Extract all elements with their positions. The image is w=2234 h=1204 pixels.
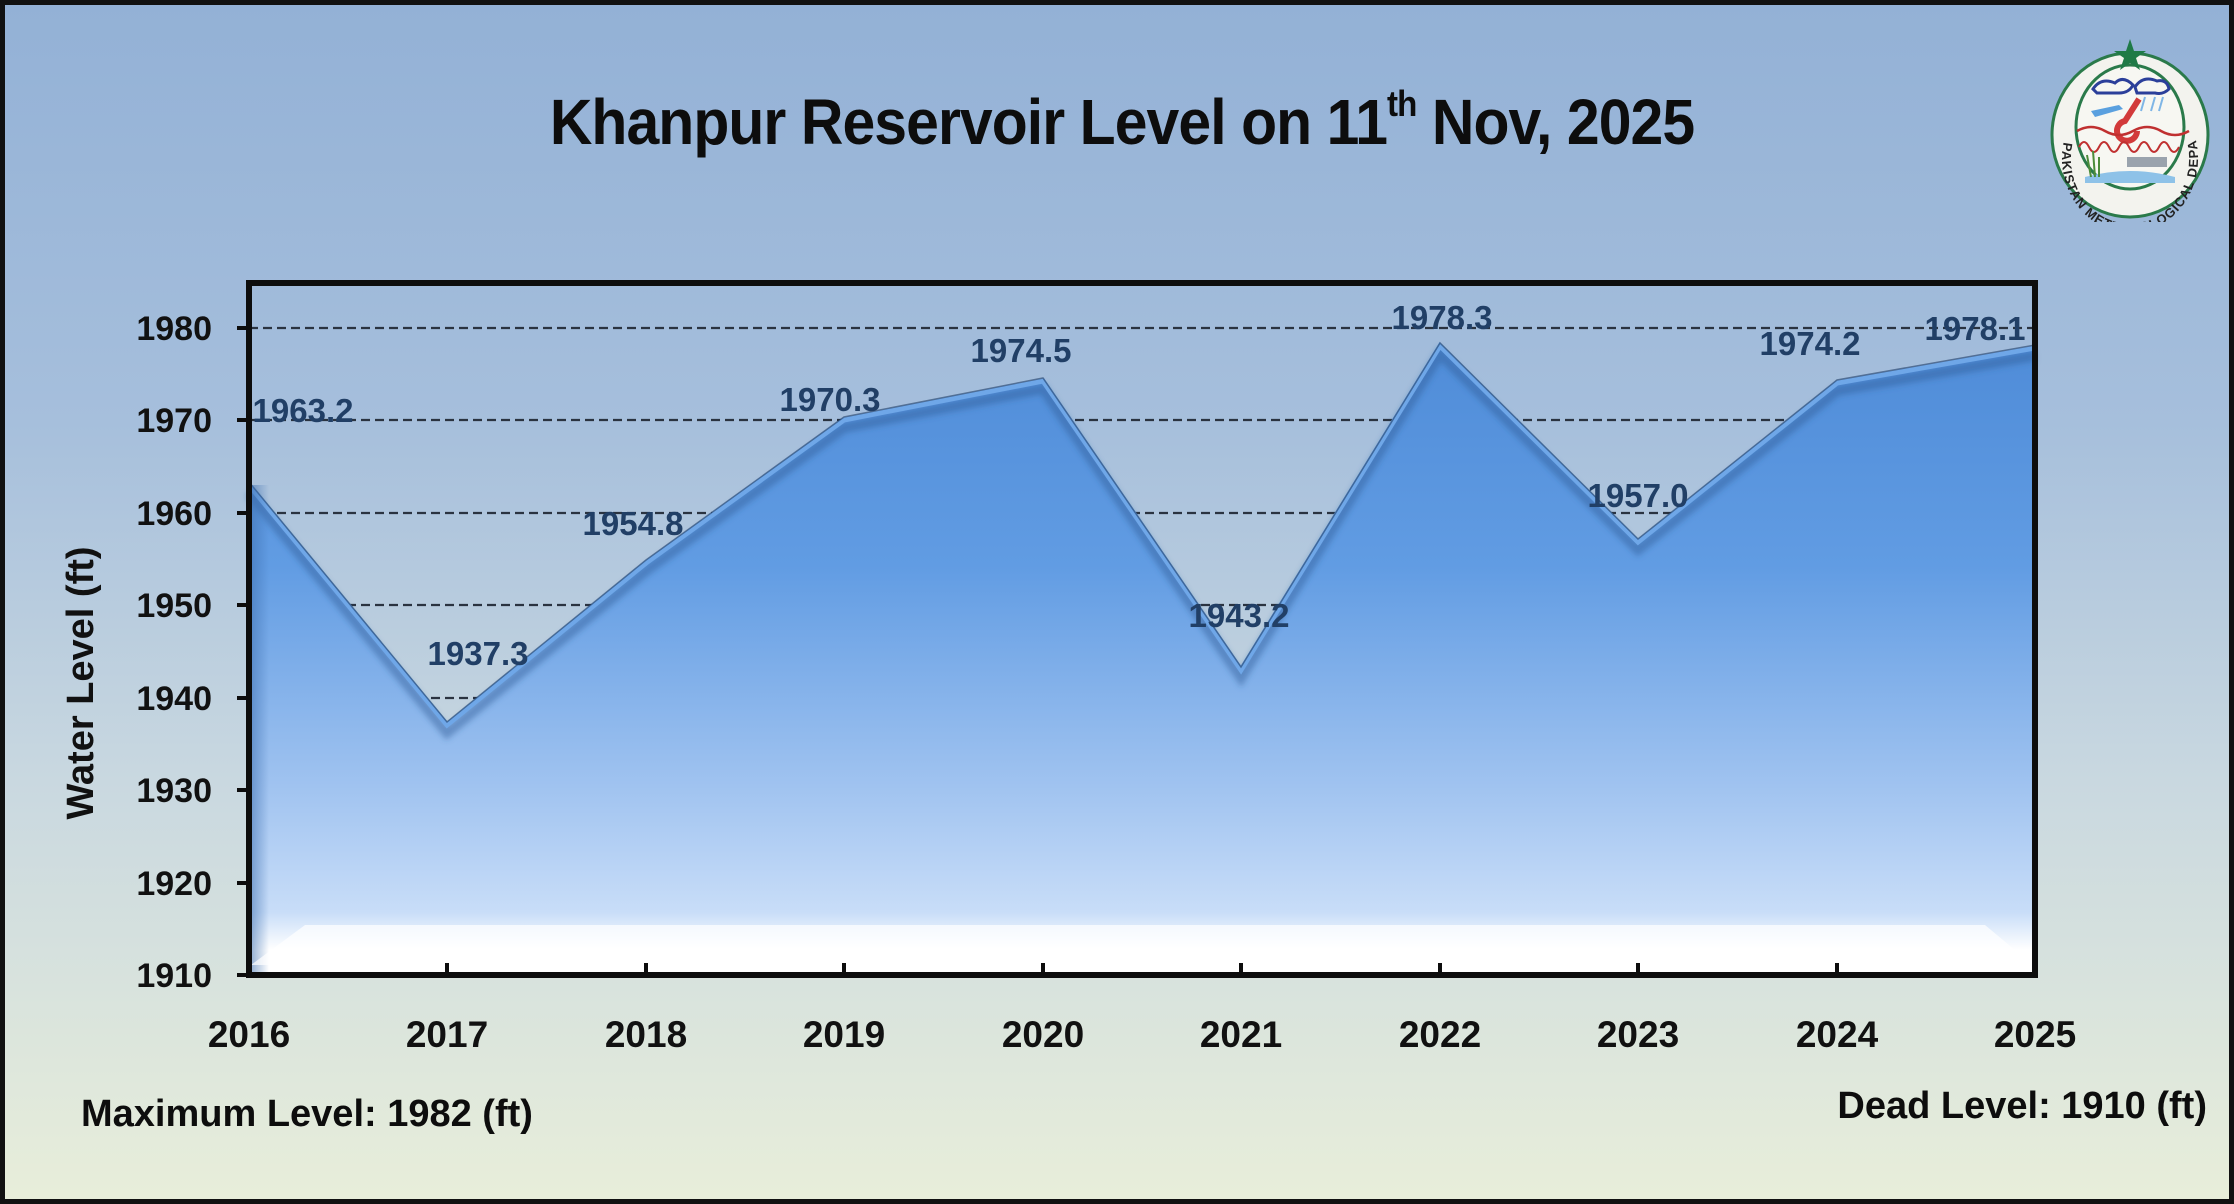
y-tick-label: 1940 <box>136 680 212 718</box>
x-tick-label: 2017 <box>406 1014 488 1055</box>
pmd-logo-icon: PAKISTAN METEOROLOGICAL DEPARTMENT <box>2035 27 2210 222</box>
x-tick-label: 2024 <box>1796 1014 1879 1055</box>
data-label: 1954.8 <box>583 505 684 542</box>
data-label: 1974.2 <box>1760 325 1861 362</box>
data-label: 1943.2 <box>1189 597 1290 634</box>
y-axis-title: Water Level (ft) <box>60 546 102 819</box>
data-label: 1963.2 <box>253 392 354 429</box>
data-label: 1957.0 <box>1588 477 1689 514</box>
data-label: 1937.3 <box>428 635 529 672</box>
area-chart: 1980 1970 1960 1950 1940 1930 1920 1910 … <box>60 280 2076 1055</box>
maximum-level-note: Maximum Level: 1982 (ft) <box>81 1093 533 1135</box>
x-tick-label: 2018 <box>605 1014 687 1055</box>
x-tick-label: 2025 <box>1994 1014 2076 1055</box>
y-tick-label: 1980 <box>136 310 212 348</box>
data-label: 1970.3 <box>780 381 881 418</box>
x-tick-label: 2020 <box>1002 1014 1084 1055</box>
x-tick-label: 2021 <box>1200 1014 1282 1055</box>
dead-level-note: Dead Level: 1910 (ft) <box>1837 1085 2207 1127</box>
title-prefix: Khanpur Reservoir Level on 11 <box>549 86 1388 158</box>
x-tick-labels: 2016 2017 2018 2019 2020 2021 2022 2023 … <box>208 1014 2076 1055</box>
y-axis-ticks <box>237 326 249 977</box>
data-label: 1974.5 <box>971 332 1072 369</box>
title-superscript: th <box>1387 83 1417 124</box>
x-tick-label: 2023 <box>1597 1014 1679 1055</box>
y-tick-label: 1920 <box>136 865 212 903</box>
x-tick-label: 2019 <box>803 1014 885 1055</box>
y-tick-labels: 1980 1970 1960 1950 1940 1930 1920 1910 <box>136 310 212 995</box>
data-label: 1978.3 <box>1392 299 1493 336</box>
y-tick-label: 1960 <box>136 495 212 533</box>
data-label: 1978.1 <box>1925 310 2026 347</box>
plot-area <box>245 280 2038 978</box>
y-tick-label: 1930 <box>136 772 212 810</box>
x-axis-ticks <box>445 963 1839 975</box>
title-suffix: Nov, 2025 <box>1416 86 1695 158</box>
chart-title: Khanpur Reservoir Level on 11th Nov, 202… <box>94 83 2149 159</box>
y-tick-label: 1910 <box>136 957 212 995</box>
x-tick-label: 2016 <box>208 1014 290 1055</box>
y-tick-label: 1950 <box>136 587 212 625</box>
data-labels: 1963.2 1937.3 1954.8 1970.3 1974.5 1943.… <box>253 299 2026 672</box>
y-tick-label: 1970 <box>136 402 212 440</box>
x-tick-label: 2022 <box>1399 1014 1481 1055</box>
area-outline <box>247 342 2036 729</box>
